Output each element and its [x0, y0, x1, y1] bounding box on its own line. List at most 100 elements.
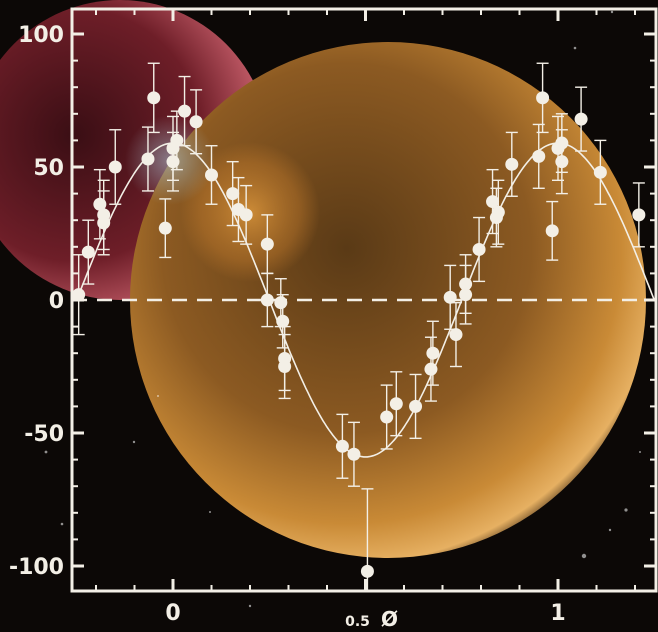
data-point [574, 86, 588, 152]
data-marker [472, 242, 486, 256]
data-marker [108, 160, 122, 174]
data-marker [505, 157, 519, 171]
data-point [360, 488, 374, 591]
data-point [632, 182, 646, 248]
x-axis [95, 9, 636, 591]
data-point [226, 160, 240, 227]
data-marker [380, 410, 394, 424]
data-marker [189, 115, 203, 129]
x-tick-labels: 0 0.5 1 Ø [165, 601, 565, 631]
data-point [505, 131, 519, 197]
data-point [260, 272, 274, 328]
data-marker [389, 397, 403, 411]
data-marker [347, 447, 361, 461]
data-marker [276, 314, 290, 328]
star [60, 522, 64, 526]
star [44, 450, 48, 454]
data-marker [147, 91, 161, 105]
star [157, 395, 159, 397]
data-marker [178, 104, 192, 118]
data-point [489, 187, 503, 248]
data-point [532, 123, 546, 189]
data-point [335, 413, 349, 479]
data-point [147, 62, 161, 134]
data-marker [459, 277, 473, 291]
data-marker [632, 208, 646, 222]
y-tick-labels: 100 50 0 -50 -100 [9, 23, 64, 580]
star [132, 440, 136, 444]
data-marker [158, 221, 172, 235]
data-point [536, 62, 550, 134]
data-point [449, 301, 463, 368]
data-marker [239, 208, 253, 222]
star [209, 511, 211, 513]
y-tick-label: 100 [18, 23, 64, 48]
data-marker [593, 165, 607, 179]
data-marker [226, 187, 240, 201]
data-point [178, 75, 192, 147]
y-axis [72, 32, 656, 568]
y-tick-label: 0 [49, 289, 64, 314]
data-points [72, 62, 646, 591]
data-marker [205, 168, 218, 182]
data-point [380, 384, 394, 450]
data-point [459, 254, 473, 314]
data-marker [545, 224, 559, 238]
data-marker [443, 290, 457, 304]
data-marker [274, 296, 288, 310]
data-marker [141, 152, 155, 166]
x-tick-label: 0 [165, 601, 180, 626]
y-tick-label: -100 [9, 555, 64, 580]
data-point [276, 293, 290, 349]
data-marker [335, 439, 349, 453]
y-tick-label: -50 [24, 422, 64, 447]
data-point [426, 320, 440, 386]
data-point [278, 333, 292, 400]
data-point [231, 176, 245, 243]
data-marker [555, 136, 569, 150]
x-axis-label: Ø [381, 607, 398, 631]
data-point [593, 139, 607, 205]
data-marker [260, 237, 274, 251]
star [639, 451, 641, 453]
data-marker [449, 328, 463, 342]
data-point [409, 373, 423, 440]
data-point [81, 219, 95, 285]
star [581, 553, 587, 559]
data-point [472, 216, 486, 283]
data-point [555, 113, 569, 174]
data-marker [81, 245, 95, 259]
data-marker [426, 346, 440, 360]
data-point [545, 200, 559, 261]
data-point [239, 184, 253, 245]
data-point [347, 421, 361, 487]
y-tick-label: 50 [33, 156, 64, 181]
data-marker [97, 216, 111, 230]
data-marker [260, 293, 274, 307]
data-point [108, 129, 122, 205]
data-marker [278, 360, 292, 373]
star [573, 46, 577, 50]
data-point [189, 89, 203, 155]
x-tick-label: 1 [550, 601, 565, 626]
data-marker [536, 91, 550, 105]
data-marker [424, 362, 438, 376]
data-marker [489, 211, 503, 225]
data-point [205, 145, 218, 205]
data-marker [360, 564, 374, 578]
star [248, 604, 252, 608]
x-tick-label: 0.5 [345, 614, 370, 630]
data-point [72, 254, 86, 336]
data-marker [170, 133, 184, 147]
data-point [158, 198, 172, 259]
data-marker [574, 112, 588, 126]
star [610, 10, 614, 14]
data-marker [409, 399, 423, 413]
data-marker [72, 288, 86, 302]
data-point [97, 190, 111, 256]
star [624, 508, 628, 512]
data-point [141, 126, 155, 192]
data-point [443, 264, 457, 330]
